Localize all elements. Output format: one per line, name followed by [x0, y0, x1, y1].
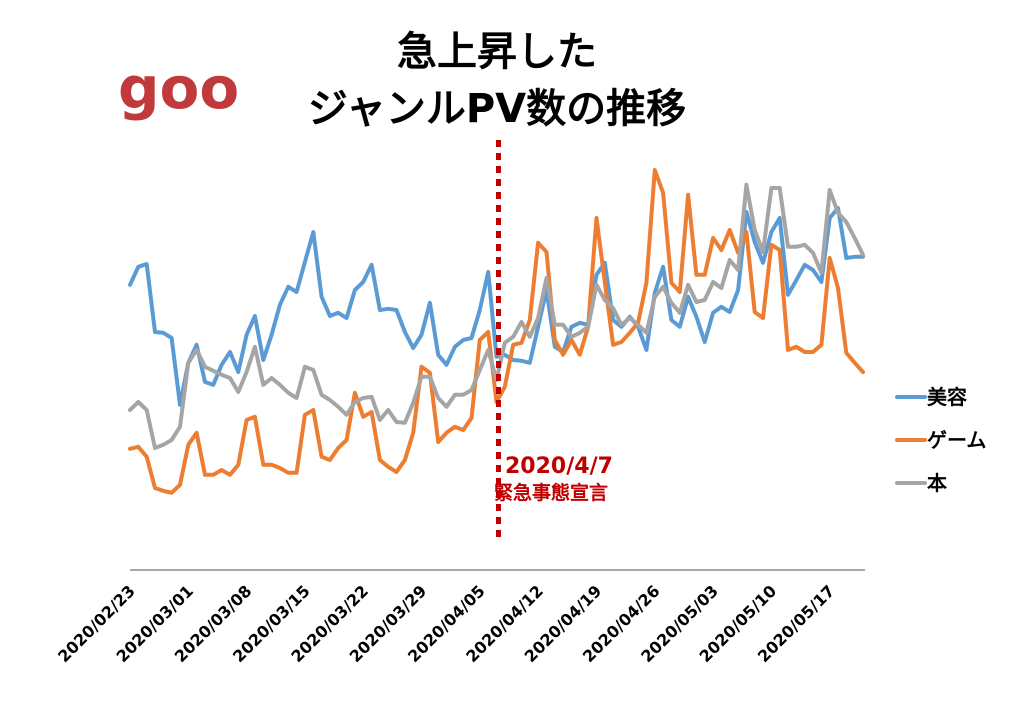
series-line-0 — [128, 206, 865, 407]
chart-title-line-2: ジャンルPV数の推移 — [308, 86, 686, 132]
legend-label-0: 美容 — [927, 385, 967, 409]
chart-title-line-1: 急上昇した — [397, 29, 597, 75]
x-tick-labels: 2020/02/232020/03/012020/03/082020/03/15… — [54, 581, 838, 666]
annotation-label: 緊急事態宣言 — [494, 481, 608, 504]
annotation-date: 2020/4/7 — [505, 454, 613, 479]
legend-label-2: 本 — [927, 471, 947, 495]
legend-label-1: ゲーム — [927, 428, 986, 452]
goo-logo: goo — [118, 54, 239, 122]
